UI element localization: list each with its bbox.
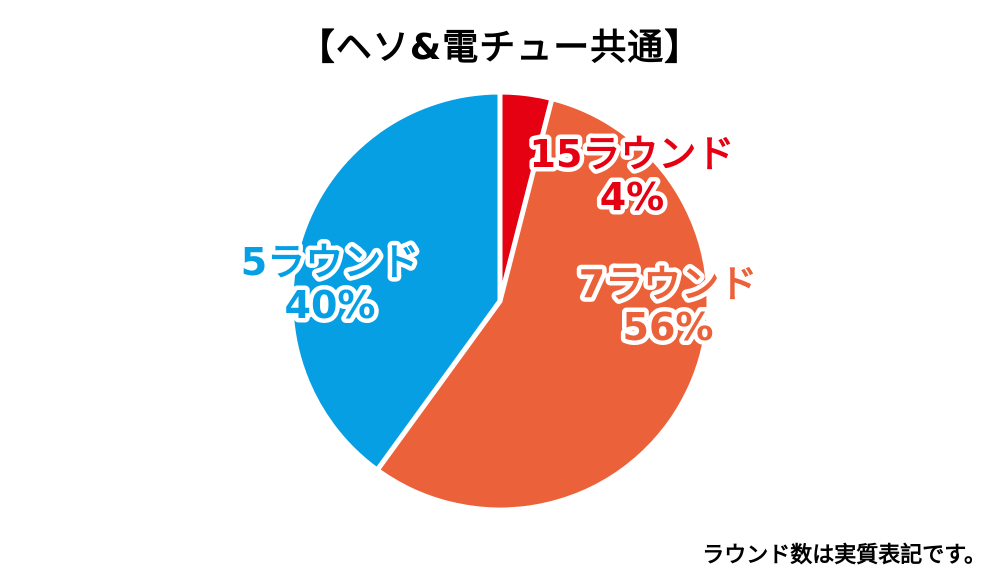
slice-value-label: 4% <box>600 175 665 219</box>
slice-name-label: 15ラウンド <box>530 132 735 176</box>
pie-slices <box>288 89 712 513</box>
slice-value-label: 56% <box>623 305 714 349</box>
chart-title: 【ヘソ&電チュー共通】 <box>298 27 702 68</box>
slice-name-label: 7ラウンド <box>579 262 757 306</box>
pie-slice-3 <box>288 89 503 473</box>
slice-value-label: 40% <box>285 283 376 327</box>
footnote: ラウンド数は実質表記です。 <box>702 543 986 568</box>
slice-name-label: 5ラウンド <box>241 240 419 284</box>
pie-slice-2 <box>374 96 712 513</box>
